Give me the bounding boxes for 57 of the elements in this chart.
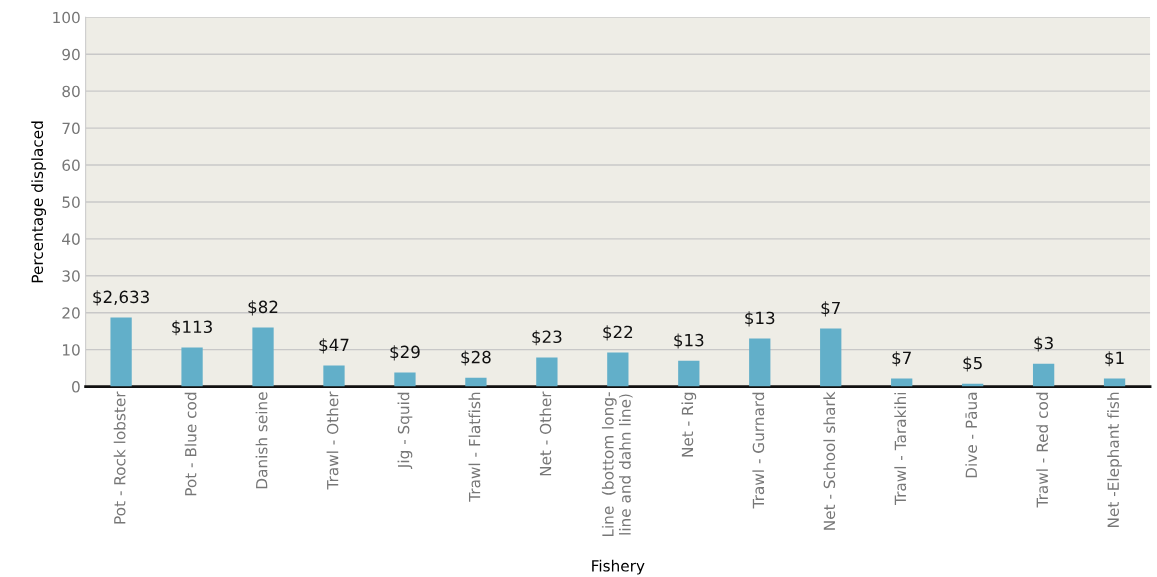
- x-axis-title: Fishery: [592, 559, 645, 575]
- annotation: $13: [674, 333, 704, 349]
- y-tick-label: 80: [62, 85, 80, 98]
- bar: [678, 360, 700, 387]
- x-tick-label: Net -Elephant fish: [1107, 392, 1122, 527]
- y-tick-label: 0: [72, 381, 80, 393]
- bar: [1103, 378, 1126, 387]
- y-tick-label: 90: [62, 48, 80, 61]
- bar: [891, 378, 913, 387]
- annotation: $7: [892, 351, 911, 367]
- x-tick-label: Net - School shark: [823, 391, 836, 530]
- bar: [607, 352, 629, 387]
- x-tick-label: Trawl - Flatfish: [468, 392, 481, 502]
- y-tick-label: 20: [62, 307, 80, 319]
- y-tick-label: 100: [53, 11, 80, 24]
- y-axis-title: Percentage displaced: [31, 121, 47, 283]
- y-tick-label: 40: [62, 233, 80, 245]
- x-tick-label: Net - Rig: [681, 392, 697, 457]
- bar: [536, 357, 558, 387]
- bar: [1032, 363, 1055, 387]
- x-tick-label: Dive - Pāua: [965, 392, 978, 478]
- y-tick-label: 70: [62, 122, 80, 135]
- annotation: $1: [1105, 351, 1124, 367]
- x-tick-label: Trawl - Red cod: [1036, 392, 1049, 508]
- annotation: $2,633: [93, 290, 149, 306]
- x-tick-label: Danish seine: [255, 392, 268, 489]
- bar: [394, 372, 416, 387]
- bar: [110, 317, 132, 387]
- bar: [252, 327, 274, 387]
- x-tick-label: Net - Other: [539, 391, 552, 476]
- bar: [820, 328, 842, 387]
- y-tick-label: 10: [62, 344, 80, 356]
- annotation: $28: [461, 350, 491, 366]
- bar: [749, 338, 771, 387]
- annotation: $5: [963, 356, 982, 372]
- annotation: $7: [821, 301, 840, 317]
- y-tick-label: 60: [62, 159, 80, 172]
- bar: [181, 347, 203, 387]
- x-tick-label: Line (bottom long- line and dahn line): [601, 392, 633, 537]
- x-tick-label: Trawl - Gurnard: [752, 392, 765, 509]
- x-tick-label: Jig - Squid: [397, 392, 413, 469]
- x-tick-label: Pot - Blue cod: [184, 392, 197, 496]
- annotation: $82: [248, 300, 278, 316]
- x-tick-label: Trawl - Tarakihi: [894, 392, 907, 506]
- y-tick-label: 50: [62, 196, 80, 208]
- annotation: $22: [603, 325, 633, 341]
- annotation: $29: [390, 345, 420, 361]
- bar: [323, 365, 345, 387]
- bar: [465, 377, 487, 387]
- x-tick-label: Trawl - Other: [326, 391, 339, 490]
- annotation: $47: [319, 338, 349, 354]
- annotation: $23: [532, 330, 562, 346]
- annotation: $3: [1034, 336, 1053, 352]
- annotation: $13: [745, 311, 775, 327]
- y-tick-label: 30: [62, 270, 80, 282]
- annotation: $113: [172, 320, 212, 336]
- x-tick-label: Pot - Rock lobster: [113, 391, 126, 524]
